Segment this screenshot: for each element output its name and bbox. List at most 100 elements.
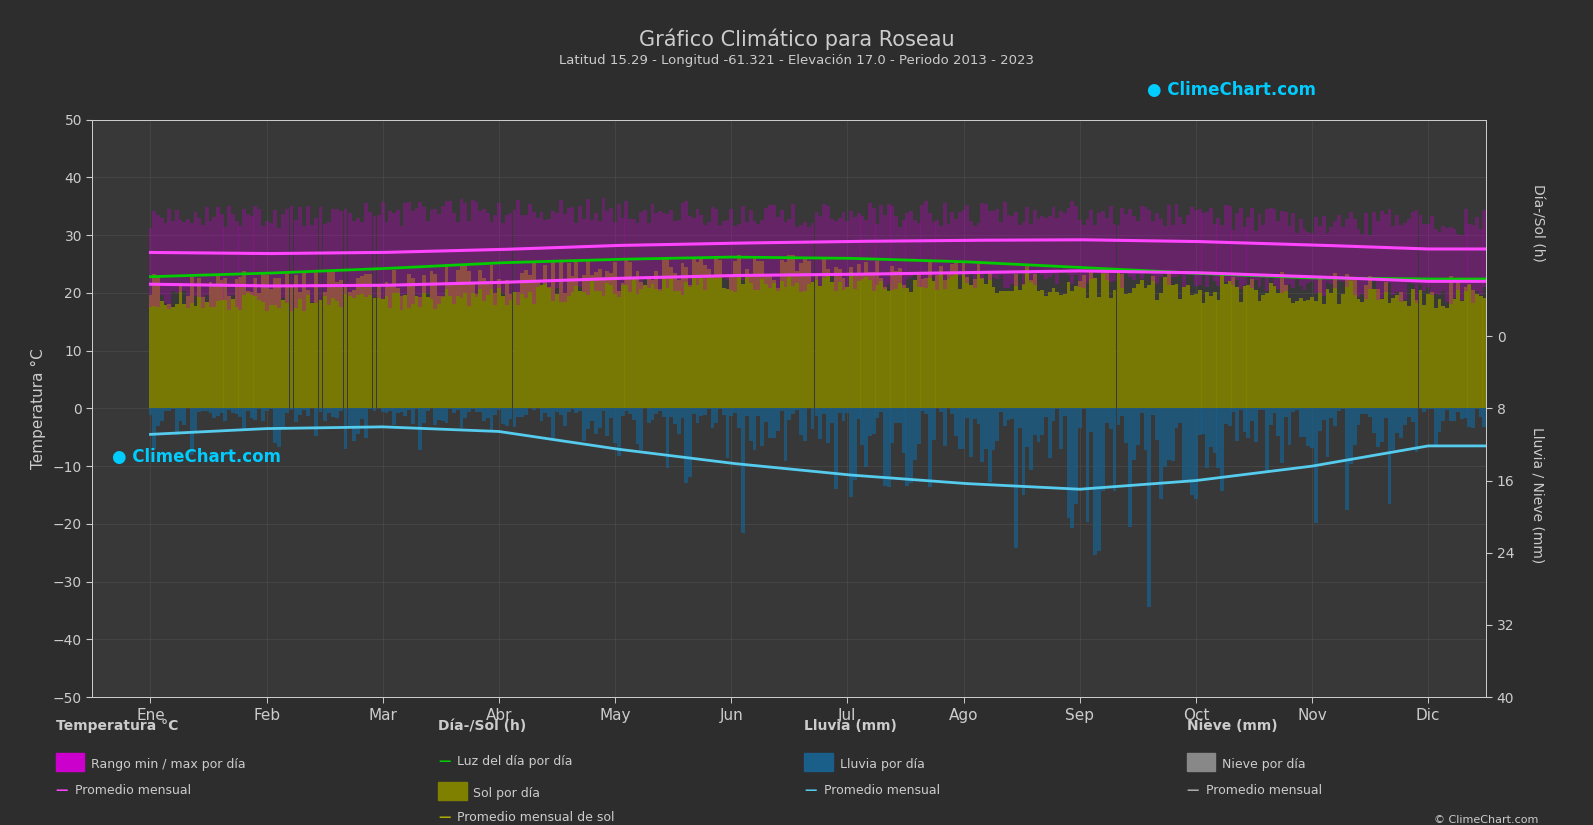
Bar: [1509, 304, 1512, 408]
Bar: [800, 263, 803, 408]
Bar: [190, 224, 194, 304]
Bar: [323, 291, 327, 408]
Bar: [628, 262, 632, 408]
Bar: [253, 206, 258, 296]
Bar: [973, 226, 977, 288]
Bar: [1528, 305, 1531, 408]
Bar: [567, 408, 570, 412]
Bar: [1029, 280, 1032, 408]
Bar: [868, 408, 871, 436]
Bar: [198, 218, 201, 297]
Bar: [1059, 295, 1063, 408]
Bar: [703, 265, 707, 408]
Bar: [776, 408, 779, 431]
Bar: [182, 222, 186, 291]
Bar: [1004, 408, 1007, 427]
Bar: [264, 408, 269, 411]
Bar: [314, 218, 319, 303]
Bar: [186, 295, 190, 408]
Bar: [562, 408, 567, 426]
Bar: [943, 280, 946, 408]
Bar: [1048, 216, 1051, 277]
Bar: [602, 408, 605, 411]
Bar: [1106, 218, 1109, 280]
Bar: [1007, 290, 1010, 408]
Bar: [962, 210, 965, 274]
Bar: [996, 408, 999, 441]
Bar: [411, 278, 414, 408]
Bar: [913, 408, 918, 460]
Bar: [865, 262, 868, 408]
Bar: [935, 276, 940, 408]
Bar: [1262, 408, 1265, 410]
Bar: [830, 282, 833, 408]
Text: Promedio mensual de sol: Promedio mensual de sol: [457, 811, 615, 824]
Bar: [1368, 234, 1372, 290]
Bar: [833, 267, 838, 408]
Bar: [787, 256, 792, 408]
Bar: [220, 214, 223, 300]
Bar: [1010, 408, 1015, 419]
Bar: [1265, 209, 1270, 291]
Bar: [551, 262, 554, 408]
Bar: [516, 200, 521, 304]
Bar: [586, 408, 589, 429]
Bar: [1536, 304, 1539, 408]
Bar: [1306, 408, 1309, 446]
Bar: [411, 408, 414, 424]
Bar: [1112, 408, 1117, 491]
Bar: [921, 408, 924, 412]
Bar: [319, 299, 322, 408]
Bar: [965, 205, 969, 283]
Bar: [392, 270, 397, 408]
Bar: [827, 408, 830, 443]
Bar: [1093, 408, 1098, 555]
Bar: [1442, 408, 1445, 421]
Bar: [548, 408, 551, 417]
Bar: [456, 222, 460, 296]
Bar: [1403, 301, 1407, 408]
Bar: [1364, 213, 1368, 299]
Bar: [1415, 210, 1418, 304]
Bar: [752, 256, 757, 408]
Bar: [217, 207, 220, 301]
Bar: [1380, 299, 1384, 408]
Bar: [597, 269, 602, 408]
Bar: [360, 222, 363, 295]
Bar: [969, 285, 973, 408]
Bar: [441, 205, 444, 297]
Bar: [182, 304, 186, 408]
Bar: [647, 408, 650, 423]
Bar: [605, 271, 609, 408]
Bar: [1352, 408, 1357, 445]
Bar: [452, 285, 456, 408]
Bar: [1112, 290, 1117, 408]
Bar: [548, 287, 551, 408]
Bar: [883, 287, 887, 408]
Bar: [217, 276, 220, 408]
Bar: [957, 408, 962, 449]
Bar: [1070, 408, 1074, 528]
Bar: [452, 213, 456, 304]
Bar: [256, 293, 261, 408]
Bar: [156, 214, 159, 307]
Bar: [425, 221, 430, 293]
Bar: [323, 408, 327, 421]
Bar: [1281, 211, 1284, 293]
Bar: [478, 270, 483, 408]
Bar: [691, 408, 696, 414]
Bar: [860, 273, 865, 408]
Bar: [879, 205, 883, 280]
Bar: [1209, 208, 1212, 273]
Bar: [1187, 215, 1190, 276]
Text: —: —: [438, 755, 451, 768]
Bar: [513, 292, 516, 408]
Bar: [1388, 210, 1391, 283]
Bar: [1078, 281, 1082, 408]
Bar: [1295, 233, 1298, 278]
Bar: [806, 227, 811, 284]
Bar: [674, 408, 677, 423]
Bar: [475, 408, 478, 412]
Bar: [1179, 408, 1182, 423]
Bar: [819, 408, 822, 439]
